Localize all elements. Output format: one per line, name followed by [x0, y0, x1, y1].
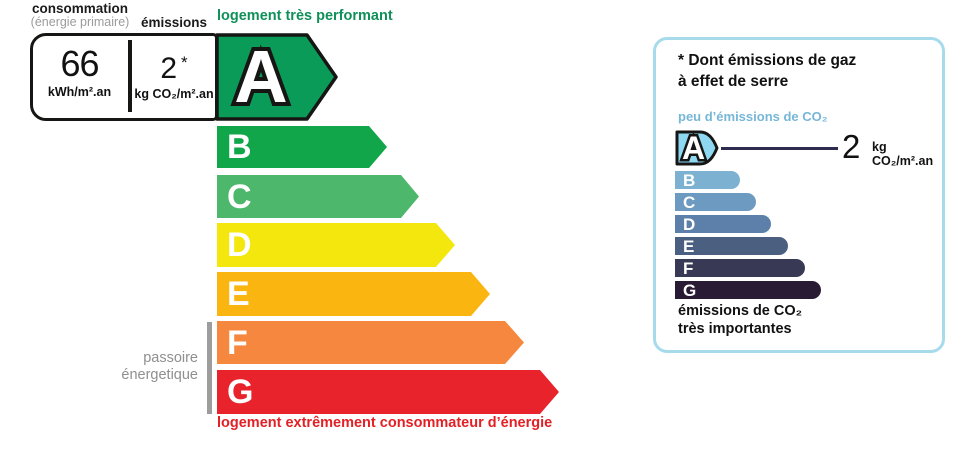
class-letter-b: B [683, 170, 696, 190]
co2-high-label-line1: émissions de CO₂ [678, 303, 803, 319]
class-letter-b: B [227, 128, 252, 166]
consumption-value: 66 [60, 43, 99, 84]
co2-bar-f: F [675, 259, 805, 277]
class-letter-e: E [683, 236, 695, 256]
class-letter-f: F [683, 258, 694, 278]
co2-panel-title-line1: * Dont émissions de gaz [678, 52, 857, 69]
energy-bar-f: F [217, 321, 524, 364]
emissions-header: émissions [140, 15, 208, 30]
co2-bar-e: E [675, 237, 788, 255]
co2-panel-title-line2: à effet de serre [678, 73, 789, 90]
co2-arrow-a-shape [675, 130, 719, 166]
emissions-unit: kg CO₂/m².an [134, 87, 214, 101]
top-note-very-efficient: logement très performant [217, 8, 393, 24]
class-letter-g: G [227, 373, 254, 411]
energy-bar-c: C [217, 175, 419, 218]
co2-value-connector-line [721, 147, 838, 150]
class-letter-d: D [683, 214, 696, 234]
sieve-label-line1: passoire [143, 350, 198, 366]
co2-bar-b: B [675, 171, 740, 189]
co2-low-label: peu d’émissions de CO₂ [678, 109, 828, 124]
energy-arrow-a-shape [215, 33, 338, 121]
sieve-label-line2: énergetique [121, 366, 198, 383]
co2-bar-d: D [675, 215, 771, 233]
emissions-asterisk: * [181, 53, 188, 72]
co2-panel-title: * Dont émissions de gaz à effet de serre [678, 50, 856, 92]
class-letter-d: D [227, 226, 252, 264]
consumption-value-cell: 66 kWh/m².an [32, 43, 127, 100]
co2-bar-g: G [675, 281, 821, 299]
energy-sieve-marker [207, 322, 212, 414]
co2-value-unit: kg CO₂/m².an [872, 140, 934, 168]
co2-emissions-panel: * Dont émissions de gaz à effet de serre… [653, 37, 945, 353]
energy-bar-d: D [217, 223, 455, 267]
energy-bar-b: B [217, 126, 387, 168]
consumption-header: consommation [31, 1, 128, 16]
consumption-subheader: (énergie primaire) [30, 15, 130, 29]
value-box [30, 33, 218, 121]
co2-high-label: émissions de CO₂ très importantes [678, 303, 802, 338]
class-letter-c: C [227, 177, 252, 216]
class-letter-g: G [683, 280, 697, 300]
energy-bar-e: E [217, 272, 490, 316]
consumption-unit: kWh/m².an [47, 85, 112, 99]
emissions-value: 2 * [160, 52, 188, 85]
co2-value: 2 [842, 128, 861, 165]
co2-bar-c: C [675, 193, 756, 211]
emissions-value-cell: 2 * kg CO₂/m².an [133, 48, 215, 101]
class-letter-e: E [227, 275, 250, 313]
co2-high-label-line2: très importantes [678, 320, 792, 337]
energy-bar-g: G [217, 370, 559, 414]
class-letter-f: F [227, 323, 248, 362]
energy-sieve-label: passoire énergetique [58, 350, 198, 383]
class-letter-c: C [683, 192, 696, 212]
bottom-note-high-consumption: logement extrêmement consommateur d’éner… [217, 415, 553, 431]
value-box-divider [128, 40, 132, 112]
